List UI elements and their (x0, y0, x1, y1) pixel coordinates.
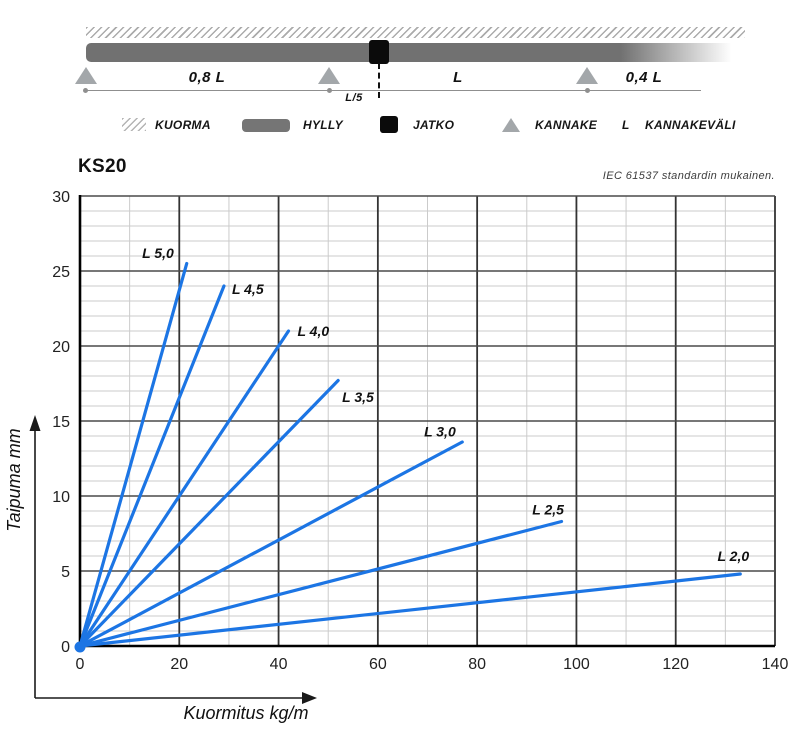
legend-label-hylly: HYLLY (303, 118, 343, 132)
joint-dashed-line (378, 63, 380, 98)
dimension-dot (83, 88, 88, 93)
standard-note: IEC 61537 standardin mukainen. (602, 170, 775, 182)
x-tick-label: 60 (369, 656, 387, 673)
x-tick-label: 80 (468, 656, 486, 673)
y-axis-title: Taipuma mm (4, 428, 24, 531)
hylly-beam-icon (242, 119, 290, 132)
shelf-beam (86, 43, 738, 62)
x-tick-label: 0 (76, 656, 85, 673)
support-triangle-icon (576, 67, 598, 84)
dimension-dot (585, 88, 590, 93)
load-hatch-icon (86, 27, 745, 38)
legend-label-kannakevali: KANNAKEVÄLI (645, 118, 736, 132)
origin-dot (74, 641, 86, 653)
y-tick-label: 15 (52, 414, 70, 431)
y-axis-arrowhead-icon (29, 415, 41, 431)
y-tick-label: 20 (52, 339, 70, 356)
y-tick-label: 25 (52, 264, 70, 281)
legend-label-kuorma: KUORMA (155, 118, 211, 132)
series-line (78, 519, 564, 648)
legend-label-jatko: JATKO (413, 118, 455, 132)
series-line (78, 440, 464, 648)
support-triangle-icon (75, 67, 97, 84)
kannakevali-symbol: L (622, 118, 630, 132)
kannake-triangle-icon (502, 118, 520, 132)
legend: KUORMA HYLLY JATKO KANNAKE L KANNAKEVÄLI (0, 110, 800, 140)
x-axis-title: Kuormitus kg/m (183, 703, 308, 723)
span-label-right: 0,4 L (625, 69, 663, 86)
span-label-middle: L (453, 69, 463, 86)
kuorma-hatch-icon (122, 118, 146, 131)
dimension-line (85, 90, 701, 91)
y-tick-label: 0 (61, 639, 70, 656)
x-tick-label: 120 (662, 656, 689, 673)
joint-square-icon (369, 40, 389, 64)
y-tick-label: 30 (52, 189, 70, 206)
series-line (78, 329, 291, 648)
series-label: L 3,5 (342, 389, 374, 405)
dimension-dot (327, 88, 332, 93)
x-tick-label: 40 (270, 656, 288, 673)
chart-title: KS20 (78, 156, 127, 177)
series-label: L 4,0 (297, 323, 329, 339)
series-line (78, 572, 742, 648)
jatko-square-icon (380, 116, 398, 133)
series-line (78, 378, 340, 648)
x-axis-arrowhead-icon (302, 692, 317, 704)
y-tick-label: 5 (61, 564, 70, 581)
legend-label-kannake: KANNAKE (535, 118, 598, 132)
x-tick-label: 20 (170, 656, 188, 673)
series-label: L 3,0 (424, 424, 456, 440)
beam-diagram: 0,8 L L 0,4 L L/5 (0, 0, 800, 110)
series-label: L 2,0 (717, 548, 749, 564)
x-tick-label: 100 (563, 656, 590, 673)
joint-offset-label: L/5 (345, 92, 363, 104)
y-tick-label: 10 (52, 489, 70, 506)
series-line (78, 261, 189, 648)
series-label: L 4,5 (232, 281, 264, 297)
series-label: L 2,5 (532, 502, 564, 518)
series-line (78, 284, 226, 648)
support-triangle-icon (318, 67, 340, 84)
span-label-left: 0,8 L (188, 69, 226, 86)
x-tick-label: 140 (762, 656, 789, 673)
series-label: L 5,0 (142, 245, 174, 261)
